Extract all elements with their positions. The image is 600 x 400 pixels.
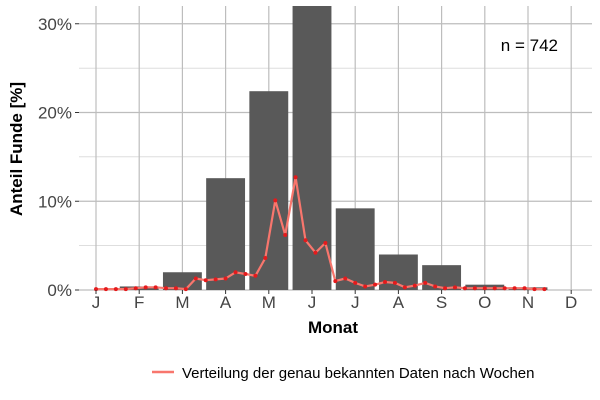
bar <box>249 91 289 290</box>
bar <box>206 178 246 290</box>
series-point <box>293 175 298 180</box>
series-point <box>472 286 477 291</box>
series-point <box>213 277 218 282</box>
x-tick-label: S <box>436 293 447 312</box>
series-point <box>243 272 248 277</box>
series-point <box>522 286 527 291</box>
x-tick-label: F <box>134 293 144 312</box>
y-axis-ticks: 0% 10% 20% 30% <box>38 15 79 300</box>
series-point <box>402 285 407 290</box>
x-tick-label: J <box>351 293 360 312</box>
weekly-line <box>94 175 547 292</box>
x-tick-label: D <box>565 293 577 312</box>
x-tick-label: M <box>175 293 189 312</box>
series-point <box>94 287 98 292</box>
series-point <box>283 232 288 237</box>
x-tick-label: A <box>393 293 405 312</box>
legend: Verteilung der genau bekannten Daten nac… <box>152 365 535 382</box>
series-point <box>373 282 378 287</box>
series-point <box>492 286 497 291</box>
x-axis-title: Monat <box>308 318 358 337</box>
series-point <box>512 286 517 291</box>
y-tick-label: 10% <box>38 192 72 211</box>
series-point <box>103 287 108 292</box>
legend-label: Verteilung der genau bekannten Daten nac… <box>182 365 535 382</box>
y-tick-label: 0% <box>47 281 72 300</box>
series-point <box>223 276 228 281</box>
series-point <box>433 284 438 289</box>
series-point <box>343 276 348 281</box>
x-tick-label: O <box>478 293 491 312</box>
series-point <box>133 286 138 291</box>
series-point <box>143 285 148 290</box>
series-point <box>263 256 268 261</box>
sample-size-annotation: n = 742 <box>501 36 558 55</box>
series-point <box>412 283 417 288</box>
series-point <box>163 286 168 291</box>
series-point <box>392 280 397 285</box>
series-point <box>363 284 368 289</box>
bar <box>335 208 375 290</box>
series-point <box>313 250 318 255</box>
y-tick-label: 20% <box>38 104 72 123</box>
series-point <box>273 198 278 203</box>
series-point <box>383 280 388 285</box>
x-tick-label: A <box>220 293 232 312</box>
y-axis-title: Anteil Funde [%] <box>7 82 26 216</box>
series-point <box>502 286 507 291</box>
x-tick-label: J <box>308 293 317 312</box>
series-point <box>462 286 467 291</box>
series-point <box>542 287 547 292</box>
series-point <box>443 286 448 291</box>
series-point <box>153 285 158 290</box>
series-point <box>452 285 457 290</box>
bar <box>162 272 202 290</box>
series-point <box>482 286 487 291</box>
series-line <box>96 176 545 291</box>
series-point <box>423 280 428 285</box>
series-point <box>113 287 118 292</box>
series-point <box>333 279 338 284</box>
series-point <box>353 280 358 285</box>
series-point <box>183 287 188 292</box>
series-point <box>123 287 128 292</box>
series-point <box>303 238 308 243</box>
series-point <box>532 287 537 292</box>
x-tick-label: N <box>522 293 534 312</box>
series-point <box>253 273 258 278</box>
series-point <box>173 286 178 291</box>
series-point <box>233 270 238 275</box>
series-point <box>323 240 328 245</box>
bars <box>119 6 548 290</box>
x-tick-label: M <box>262 293 276 312</box>
x-tick-label: J <box>92 293 101 312</box>
y-tick-label: 30% <box>38 15 72 34</box>
series-point <box>193 276 198 281</box>
series-point <box>203 278 208 283</box>
